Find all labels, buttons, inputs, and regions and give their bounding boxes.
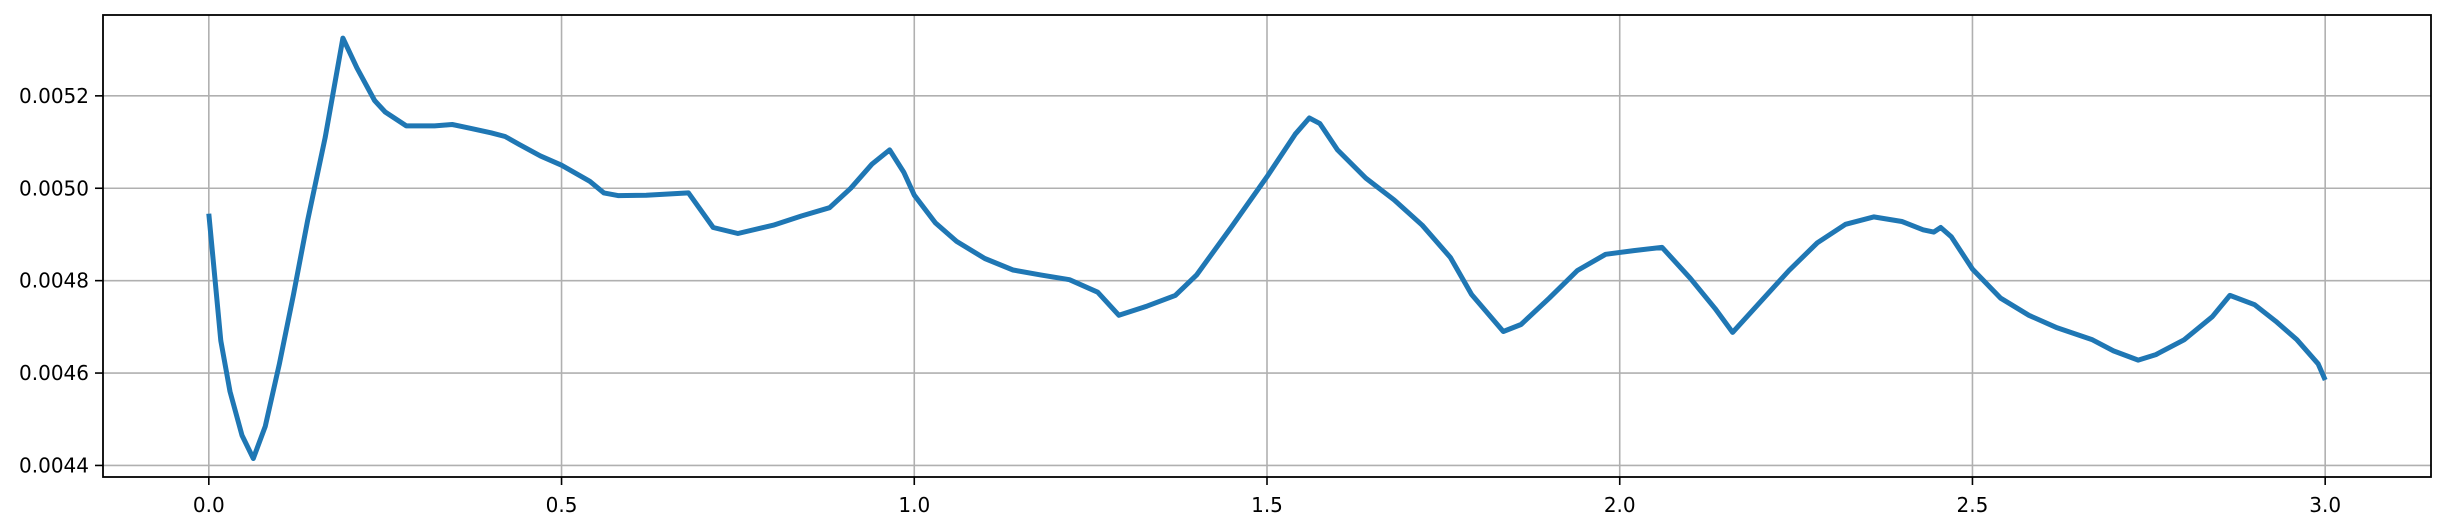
x-tick-label: 0.0 (193, 493, 225, 517)
tick-marks (95, 95, 2326, 485)
x-tick-label: 2.5 (1957, 493, 1989, 517)
series-line-0 (206, 35, 2328, 461)
y-tick-label: 0.0048 (19, 269, 89, 293)
y-tick-label: 0.0046 (19, 361, 89, 385)
grid-lines (103, 15, 2431, 477)
x-tick-label: 1.0 (898, 493, 930, 517)
x-tick-label: 0.5 (546, 493, 578, 517)
y-tick-label: 0.0044 (19, 453, 89, 477)
x-tick-label: 1.5 (1251, 493, 1283, 517)
x-tick-label: 3.0 (2309, 493, 2341, 517)
series-layer (206, 35, 2328, 461)
y-tick-label: 0.0052 (19, 84, 89, 108)
tick-labels: 0.0 0.5 1.0 1.5 2.0 2.5 3.0 0.0044 0.0046 0.0048 0… (19, 84, 2341, 517)
y-tick-label: 0.0050 (19, 176, 89, 200)
x-tick-label: 2.0 (1604, 493, 1636, 517)
